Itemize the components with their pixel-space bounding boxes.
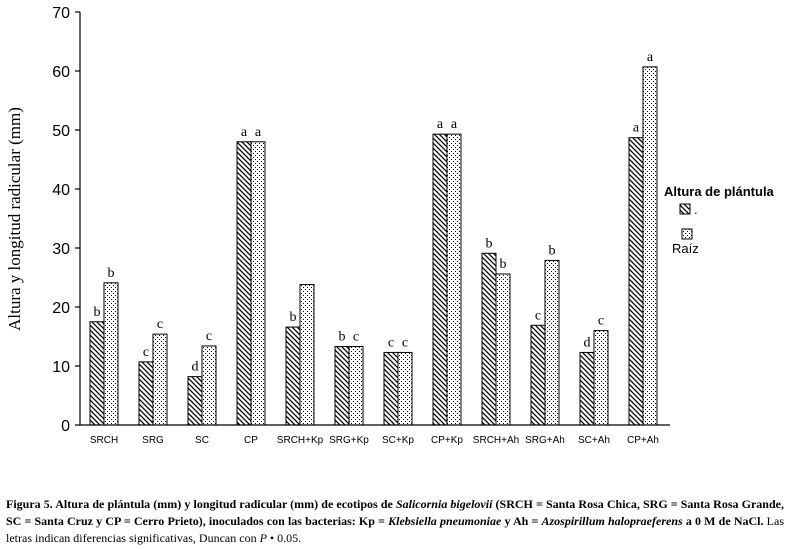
legend-swatch-raiz [681,228,693,240]
bar-altura [138,361,154,426]
bar-letter: b [290,310,297,325]
bar-letter: a [437,117,444,132]
bar-raiz [250,141,266,426]
bar-letter: b [500,257,507,272]
bars [89,66,658,426]
bar-altura [432,133,448,426]
bar-letter: b [549,243,556,258]
bar-altura [628,137,644,426]
bar-altura [187,376,203,426]
bar-letter: a [451,117,458,132]
y-tick-label: 20 [52,300,70,317]
y-axis-label: Altura y longitud radicular (mm) [5,107,24,331]
x-tick-label: SRCH+Kp [277,435,324,446]
bar-letter: c [388,335,394,350]
bar-raiz [299,284,315,426]
caption-p-symbol: P [259,531,267,545]
bar-raiz [348,346,364,426]
bar-letter: c [535,308,541,323]
bar-raiz [152,333,168,426]
x-tick-label: SC+Kp [382,435,414,446]
bar-raiz [593,330,609,426]
bar-letter: b [339,330,346,345]
bar-letter: c [143,345,149,360]
caption-part5: Las letras indican diferencias significa… [6,514,784,545]
legend-swatch-altura [679,203,691,215]
bar-altura [579,351,595,426]
y-axis-ticks: 0 10 20 30 40 50 60 70 [52,5,80,435]
bar-letter: b [94,305,101,320]
bar-letter: c [353,330,359,345]
y-tick-label: 30 [52,241,70,258]
legend-label-altura: . [694,202,698,217]
x-tick-label: SRCH+Ah [473,435,519,446]
x-tick-label: SRG+Kp [329,435,369,446]
bar-letter: a [255,125,262,140]
bar-letter: c [598,314,604,329]
caption-species: Salicornia bigelovii [395,497,493,511]
caption-figure-label: Figura 5. [6,497,53,511]
y-tick-label: 0 [61,418,70,435]
y-tick-label: 10 [52,359,70,376]
bar-altura [383,351,399,426]
caption-p-rest: • 0.05. [266,531,302,545]
x-tick-label: SC [195,435,209,446]
bar-letter: c [402,335,408,350]
bar-raiz [103,282,119,426]
x-axis-ticks: SRCH SRG SC CP SRCH+Kp SRG+Kp SC+Kp CP+Kp SRCH+A… [90,435,659,446]
caption-part3: y Ah = [501,514,542,528]
y-tick-label: 40 [52,182,70,199]
bar-raiz [201,345,217,426]
bar-letter: d [584,335,591,350]
x-tick-label: SRCH [90,435,118,446]
y-tick-label: 60 [52,64,70,81]
x-tick-label: CP [244,435,258,446]
caption-part4: a 0 M de NaCl. [682,514,764,528]
y-tick-label: 70 [52,5,70,22]
y-tick-label: 50 [52,123,70,140]
bar-altura [89,321,105,426]
bar-letter: b [486,236,493,251]
bar-raiz [642,66,658,426]
figure-caption: Figura 5. Altura de plántula (mm) y long… [6,496,784,547]
x-tick-label: SRG [142,435,164,446]
bar-letter: c [157,317,163,332]
caption-part2: (SRCH = Santa Rosa Chica, SRG = Santa Ro… [6,497,784,528]
chart: Altura y longitud radicular (mm) 0 10 20 30… [5,5,775,446]
bar-altura [530,324,546,426]
bar-letter: b [108,266,115,281]
x-tick-label: SRG+Ah [525,435,565,446]
bar-letter: a [647,50,654,65]
x-tick-label: SC+Ah [578,435,610,446]
bar-letter: a [633,121,640,136]
legend: Altura de plántula . Raíz [664,184,775,256]
legend-title: Altura de plántula [664,184,775,199]
bar-altura [481,252,497,426]
legend-label-raiz: Raíz [672,241,699,256]
bar-raiz [495,273,511,426]
x-tick-label: CP+Ah [627,435,659,446]
bar-raiz [397,351,413,426]
bar-letter: d [192,360,199,375]
bar-altura [285,326,301,426]
caption-bacteria1: Klebsiella pneumoniae [388,514,502,528]
bar-raiz [446,133,462,426]
bar-raiz [544,259,560,426]
bar-altura [334,346,350,426]
bar-letter: a [241,125,248,140]
caption-bacteria2: Azospirillum halopraeferens [541,514,683,528]
bar-altura [236,141,252,426]
caption-part1: Altura de plántula (mm) y longitud radic… [52,497,396,511]
x-tick-label: CP+Kp [431,435,463,446]
bar-letter: c [206,329,212,344]
